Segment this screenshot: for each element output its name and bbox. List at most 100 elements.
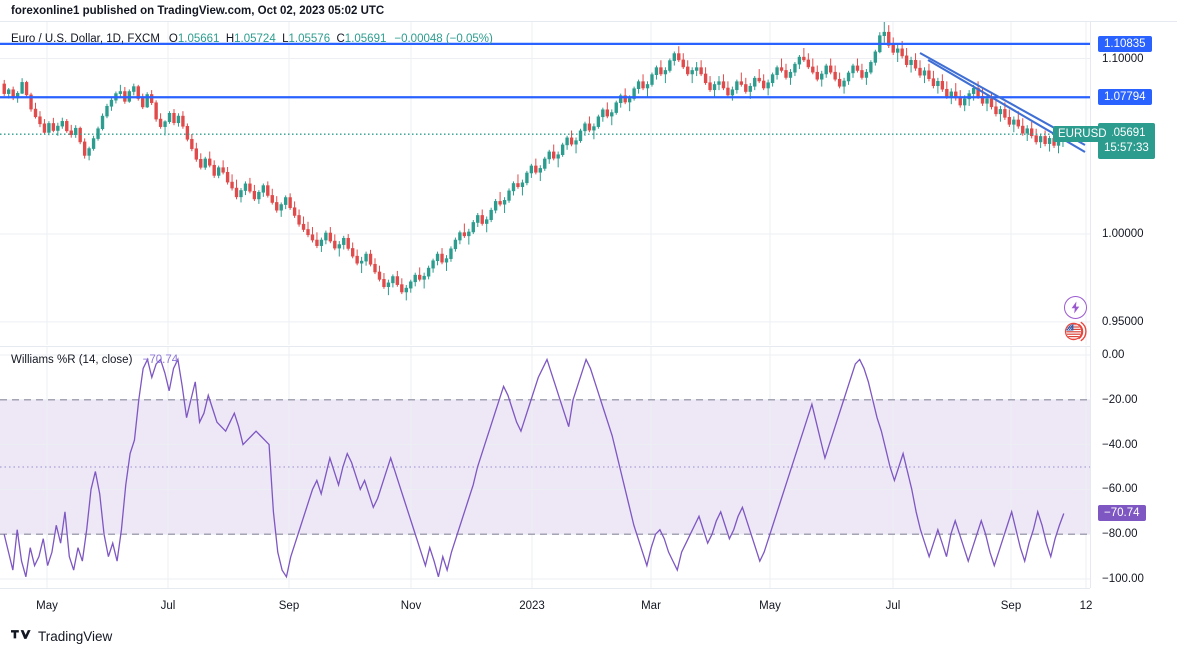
candle-body [132, 86, 136, 92]
williams-r-pane[interactable] [0, 346, 1090, 588]
candle-body [516, 183, 520, 187]
candle-body [918, 67, 922, 76]
high-value: 1.05724 [234, 33, 276, 45]
candle-body [194, 148, 199, 160]
candle-body [824, 65, 828, 75]
price-legend: Euro / U.S. Dollar, 1D, FXCM O1.05661 H1… [11, 33, 493, 45]
candle-body [471, 222, 475, 233]
candle-body [1034, 135, 1038, 143]
footer: TradingView [0, 622, 1177, 650]
candle-body [708, 82, 712, 91]
williams-value-tag[interactable]: −70.74 [1098, 505, 1146, 522]
last-price-tag-value: 1.05691 [1104, 127, 1146, 140]
candle-body [364, 253, 368, 262]
candle-body [145, 94, 149, 108]
right-price-axis[interactable]: 1.10000 1.00000 0.95000 1.10835 1.07794 1.056… [1090, 22, 1177, 588]
candle-body [346, 237, 350, 249]
candle-body [654, 67, 659, 75]
axis-divider [1090, 22, 1091, 588]
last-price-tag-time: 15:57:33 [1104, 142, 1149, 155]
symbol-label[interactable]: Euro / U.S. Dollar, 1D, FXCM [11, 33, 160, 45]
candle-body [730, 89, 735, 96]
candle-body [87, 148, 91, 156]
candle-body [100, 115, 105, 130]
candle-body [417, 274, 422, 280]
candle-body [552, 151, 556, 159]
candle-body [779, 67, 784, 71]
candle-body [520, 182, 525, 187]
candle-body [793, 63, 797, 73]
candle-body [462, 232, 467, 237]
williams-r-title[interactable]: Williams %R (14, close) [11, 354, 133, 366]
candle-body [279, 204, 283, 211]
candle-body [860, 70, 864, 78]
candle-body [891, 45, 895, 53]
candle-body [534, 165, 538, 173]
candle-body [319, 239, 324, 246]
open-value: 1.05661 [177, 33, 220, 45]
candle-body [739, 81, 744, 85]
candle-body [167, 112, 172, 123]
price-axis-label: 0.95000 [1102, 315, 1144, 328]
price-axis-label: 1.00000 [1102, 228, 1144, 241]
candle-body [489, 209, 493, 220]
time-axis-label: Jul [160, 600, 176, 612]
candle-body [636, 81, 641, 90]
candle-body [538, 168, 542, 173]
candle-body [38, 116, 42, 125]
candle-body [949, 91, 953, 97]
candle-body [400, 284, 404, 293]
candle-body [1025, 128, 1029, 134]
candle-body [310, 234, 315, 241]
candle-body [337, 244, 341, 249]
candle-body [377, 271, 382, 280]
williams-r-value: −70.74 [142, 354, 179, 366]
candle-body [757, 77, 761, 82]
candle-body [359, 260, 364, 264]
price-level-tag-support[interactable]: 1.07794 [1098, 89, 1152, 106]
candle-body [221, 167, 225, 173]
candle-body [493, 201, 498, 211]
candle-body [283, 197, 288, 205]
tradingview-brand: TradingView [38, 628, 113, 644]
candle-body [806, 59, 811, 68]
candle-body [47, 123, 51, 133]
tradingview-logo[interactable]: TradingView [11, 629, 112, 644]
candle-body [467, 231, 471, 237]
candle-body [645, 84, 650, 89]
candle-body [297, 215, 301, 225]
candle-body [851, 65, 855, 74]
candle-body [149, 94, 154, 104]
candle-body [525, 172, 529, 184]
candle-body [936, 81, 940, 87]
candle-body [91, 138, 96, 149]
candle-body [476, 215, 480, 223]
candle-body [82, 141, 87, 156]
candle-body [480, 215, 484, 224]
candle-body [109, 99, 114, 107]
candle-body [650, 74, 654, 85]
lightning-bolt-icon[interactable] [1064, 296, 1087, 319]
publish-bar: forexonline1 published on TradingView.co… [0, 0, 1177, 22]
candle-body [989, 98, 994, 108]
candle-body [449, 248, 453, 259]
high-key: H [225, 33, 235, 45]
price-chart-pane[interactable] [0, 22, 1090, 345]
candle-body [243, 183, 248, 191]
time-axis[interactable]: May Jul Sep Nov 2023 Mar May Jul Sep 12 [0, 588, 1177, 622]
candle-body [230, 181, 234, 189]
candle-body [659, 67, 663, 75]
candle-body [828, 65, 833, 73]
candle-body [29, 94, 33, 110]
tradingview-mark-icon [11, 629, 31, 639]
price-chart-svg [0, 22, 1090, 345]
us-flag-alert-icon[interactable] [1064, 320, 1087, 343]
candle-body [994, 106, 998, 115]
price-level-tag-resistance[interactable]: 1.10835 [1098, 35, 1152, 52]
candle-body [614, 102, 618, 113]
candle-body [239, 190, 243, 198]
candle-body [565, 137, 569, 146]
candle-body [837, 78, 842, 87]
candle-body [350, 248, 355, 257]
candle-body [811, 66, 815, 73]
